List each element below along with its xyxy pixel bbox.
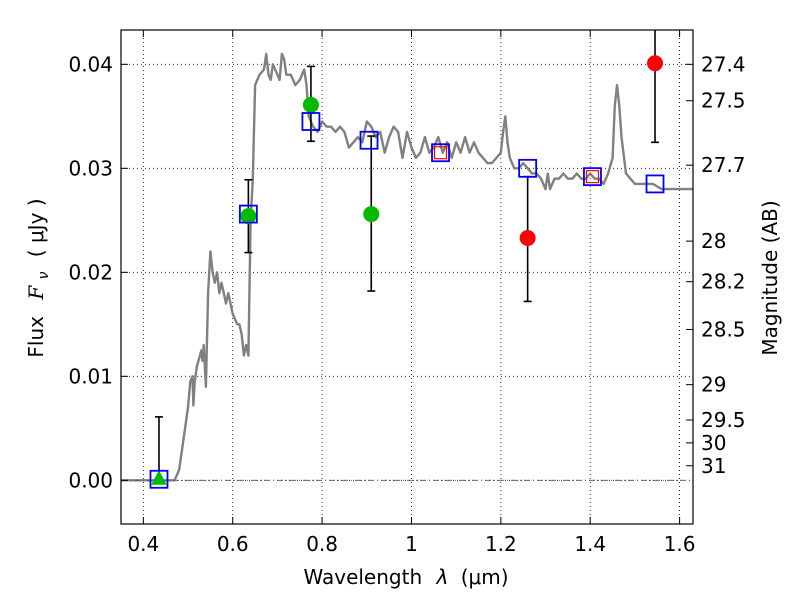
magnitude-tick-label: 30 <box>701 431 726 455</box>
y-axis-label-symbol: F <box>24 285 48 301</box>
y-tick-label: 0.01 <box>68 364 113 388</box>
error-bars <box>154 30 660 482</box>
model-flux-square <box>238 204 258 224</box>
observed-point <box>302 96 319 113</box>
x-axis-label-unit: (μm) <box>461 565 509 589</box>
x-tick-label: 1 <box>405 532 418 556</box>
y-axis-label-text: Flux <box>24 316 48 358</box>
magnitude-tick-label: 29.5 <box>701 408 746 432</box>
magnitude-tick-label: 28.5 <box>701 318 746 342</box>
observed-point <box>363 206 380 223</box>
observed-point <box>647 55 664 72</box>
y-tick-label: 0.00 <box>68 468 113 492</box>
y-axis-label: Flux F ν ( μJy ) <box>24 198 53 357</box>
observed-point-upper-limit <box>151 470 167 485</box>
x-tick-label: 0.4 <box>127 532 159 556</box>
observed-points <box>151 55 664 485</box>
observed-point <box>519 230 536 246</box>
model-flux-square <box>149 469 169 489</box>
grid-lines <box>121 30 693 524</box>
magnitude-tick-label: 29 <box>701 373 726 397</box>
model-flux-square-red <box>433 146 448 160</box>
x-tick-label: 1.4 <box>574 532 606 556</box>
model-flux-square-red <box>585 170 600 184</box>
sed-model-curve <box>121 52 693 482</box>
y-axis-label-unit: ( μJy ) <box>24 198 48 257</box>
x-axis-label-lambda: λ <box>436 565 449 589</box>
model-flux-square <box>645 174 665 194</box>
model-flux-squares <box>149 112 665 489</box>
magnitude-tick-label: 27.4 <box>701 52 746 76</box>
model-flux-square <box>518 158 538 178</box>
magnitude-tick-label: 28.2 <box>701 270 746 294</box>
model-flux-square <box>359 130 379 150</box>
model-flux-square <box>583 167 602 187</box>
x-tick-label: 0.6 <box>217 532 249 556</box>
x-axis-label-text: Wavelength <box>303 565 422 589</box>
y-tick-label: 0.02 <box>68 260 113 284</box>
magnitude-tick-label: 31 <box>701 454 726 478</box>
plot-frame <box>120 29 694 525</box>
y-axis-ticks: 0.00 0.01 0.02 0.03 0.04 <box>68 52 128 492</box>
magnitude-axis-label: Magnitude (AB) <box>758 200 782 355</box>
model-flux-square <box>301 112 321 131</box>
magnitude-tick-label: 28 <box>701 229 726 253</box>
y-tick-label: 0.03 <box>68 156 113 180</box>
y-tick-label: 0.04 <box>68 52 113 76</box>
x-tick-label: 1.2 <box>485 532 517 556</box>
sed-model-path <box>121 52 693 482</box>
y-axis-label-sub: ν <box>36 271 52 279</box>
x-axis-ticks: 0.4 0.6 0.8 1 1.2 1.4 1.6 <box>127 30 696 556</box>
magnitude-tick-label: 27.5 <box>701 89 746 113</box>
observed-point <box>240 208 257 225</box>
magnitude-tick-label: 27.7 <box>701 153 746 177</box>
model-flux-square <box>431 143 450 163</box>
x-tick-label: 1.6 <box>664 532 696 556</box>
x-axis-label: Wavelength λ (μm) <box>303 565 508 589</box>
x-tick-label: 0.8 <box>306 532 338 556</box>
